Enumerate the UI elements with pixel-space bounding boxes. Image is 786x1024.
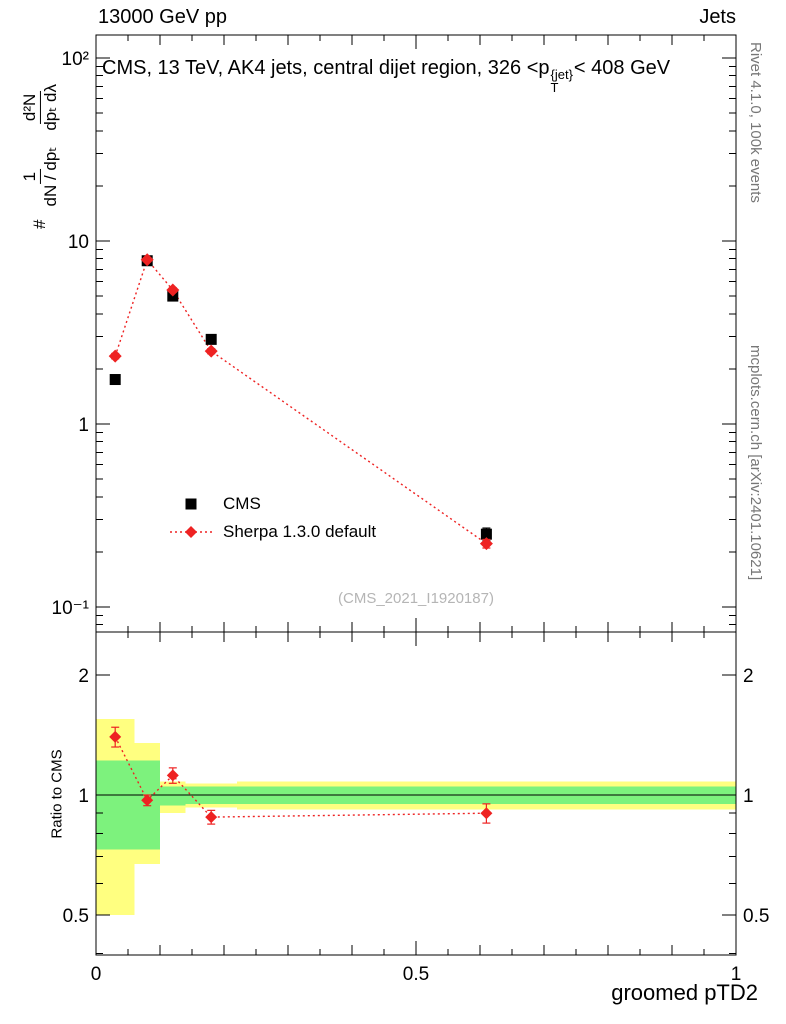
x-axis-title: groomed pTD2: [611, 980, 758, 1005]
legend-item-cms: CMS: [168, 494, 376, 514]
ratio-data-point: [141, 794, 154, 807]
plot-title-post: < 408 GeV: [573, 57, 671, 79]
analysis-group-label: Jets: [699, 6, 736, 28]
analysis-id-watermark: (CMS_2021_I1920187): [338, 590, 494, 607]
cms-data-point: [480, 528, 492, 540]
mcplots-attribution-label: mcplots.cern.ch [arXiv:2401.10621]: [747, 345, 764, 581]
ratio-y-tick-label-right: 1: [743, 786, 754, 807]
main-y-axis-label: # 1 dN / dpₜ d²N dpₜ dλ: [19, 81, 60, 229]
plot-title: CMS, 13 TeV, AK4 jets, central dijet reg…: [102, 57, 670, 94]
cms-marker-sample: [185, 498, 197, 510]
main-y-tick-label: 10: [68, 232, 89, 253]
sherpa-data-point: [479, 537, 493, 551]
ylabel-fraction-2: d²N dpₜ dλ: [19, 81, 60, 134]
plot-title-sub: T: [550, 80, 559, 95]
cms-data-point: [109, 374, 121, 386]
ratio-data-point: [480, 807, 493, 820]
x-tick-label: 0.5: [403, 964, 429, 985]
ratio-y-tick-label-left: 2: [78, 666, 89, 687]
x-tick-label: 0: [91, 964, 102, 985]
x-tick-label: 1: [731, 964, 742, 985]
legend-item-sherpa: Sherpa 1.3.0 default: [168, 522, 376, 542]
ylabel-fraction-1: 1 dN / dpₜ: [19, 144, 60, 210]
legend-label-cms: CMS: [223, 494, 261, 513]
ratio-y-tick-label-left: 0.5: [63, 906, 89, 927]
cms-legend-marker: [185, 498, 197, 510]
sherpa-marker-sample: [170, 526, 212, 538]
legend-label-sherpa: Sherpa 1.3.0 default: [223, 522, 377, 541]
sherpa-data-point: [166, 283, 180, 297]
sherpa-legend-marker: [185, 526, 197, 538]
pt-jet-supsub: {jet} T: [551, 68, 573, 94]
ratio-data-point: [109, 730, 122, 743]
ratio-data-point: [205, 811, 218, 824]
main-y-tick-label: 1: [78, 415, 89, 436]
plot-title-pre: CMS, 13 TeV, AK4 jets, central dijet reg…: [102, 57, 550, 79]
ylabel-frac1-num: 1: [19, 168, 41, 185]
main-frame: [95, 34, 737, 633]
ratio-band-green: [96, 760, 135, 850]
ratio-y-tick-label-left: 1: [78, 786, 89, 807]
ylabel-prefix: #: [30, 219, 49, 229]
ylabel-frac2-den: dpₜ dλ: [40, 84, 60, 131]
sherpa-data-point: [204, 344, 218, 358]
plot-title-sup: {jet}: [550, 67, 573, 82]
cms-data-point: [205, 333, 217, 345]
sherpa-data-point: [140, 253, 154, 267]
beam-energy-label: 13000 GeV pp: [98, 6, 227, 28]
ratio-y-tick-label-right: 0.5: [743, 906, 769, 927]
ratio-y-axis-label: Ratio to CMS: [48, 749, 66, 839]
ratio-y-tick-label-right: 2: [743, 666, 754, 687]
ratio-data-point: [166, 769, 179, 782]
ylabel-frac2-num: d²N: [19, 90, 41, 125]
legend: CMS Sherpa 1.3.0 default: [168, 494, 376, 542]
ratio-band-green: [160, 786, 186, 806]
sherpa-data-point: [108, 349, 122, 363]
ylabel-frac1-den: dN / dpₜ: [40, 146, 60, 207]
main-y-tick-label: 10⁻¹: [52, 598, 90, 619]
rivet-version-label: Rivet 4.1.0, 100k events: [747, 42, 764, 203]
main-y-tick-label: 10²: [62, 49, 89, 70]
